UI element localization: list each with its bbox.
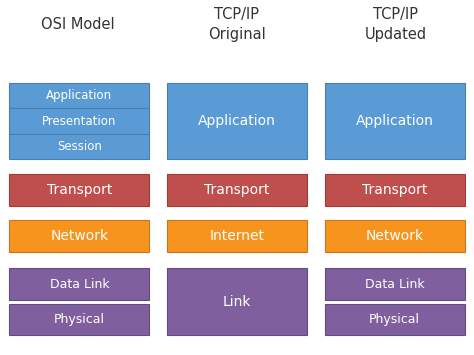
FancyBboxPatch shape	[9, 174, 149, 206]
FancyBboxPatch shape	[325, 304, 465, 335]
FancyBboxPatch shape	[9, 83, 149, 108]
FancyBboxPatch shape	[325, 83, 465, 159]
Text: TCP/IP
Original: TCP/IP Original	[208, 7, 266, 42]
Text: Application: Application	[46, 89, 112, 102]
FancyBboxPatch shape	[167, 174, 307, 206]
FancyBboxPatch shape	[167, 220, 307, 252]
FancyBboxPatch shape	[325, 220, 465, 252]
Text: Presentation: Presentation	[42, 115, 117, 127]
Text: Data Link: Data Link	[50, 278, 109, 290]
Text: OSI Model: OSI Model	[41, 17, 115, 32]
Text: Internet: Internet	[210, 229, 264, 243]
Text: Network: Network	[50, 229, 109, 243]
FancyBboxPatch shape	[9, 304, 149, 335]
Text: Transport: Transport	[204, 183, 270, 197]
FancyBboxPatch shape	[9, 268, 149, 300]
Text: Transport: Transport	[47, 183, 112, 197]
FancyBboxPatch shape	[9, 220, 149, 252]
Text: Transport: Transport	[362, 183, 427, 197]
FancyBboxPatch shape	[167, 83, 307, 159]
Text: Application: Application	[198, 114, 276, 128]
Text: TCP/IP
Updated: TCP/IP Updated	[365, 7, 427, 42]
FancyBboxPatch shape	[325, 268, 465, 300]
Text: Physical: Physical	[369, 313, 420, 326]
FancyBboxPatch shape	[9, 108, 149, 134]
FancyBboxPatch shape	[325, 174, 465, 206]
Text: Network: Network	[365, 229, 424, 243]
Text: Session: Session	[57, 140, 102, 153]
FancyBboxPatch shape	[9, 134, 149, 159]
Text: Link: Link	[223, 295, 251, 309]
Text: Application: Application	[356, 114, 434, 128]
FancyBboxPatch shape	[167, 268, 307, 335]
Text: Physical: Physical	[54, 313, 105, 326]
Text: Data Link: Data Link	[365, 278, 424, 290]
